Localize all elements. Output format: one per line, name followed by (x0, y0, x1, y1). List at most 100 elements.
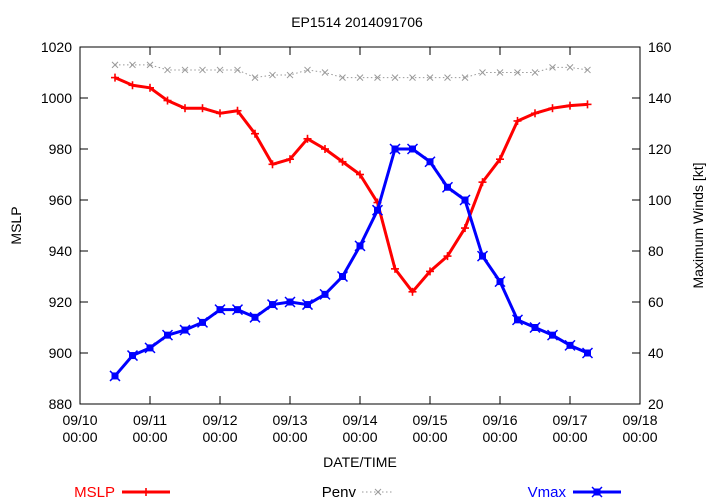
x-tick-label-time: 00:00 (342, 429, 377, 445)
data-point-penv (426, 74, 434, 81)
legend-label: Penv (322, 484, 357, 500)
data-point-mslp (198, 104, 207, 113)
series-penv (111, 61, 591, 81)
series-layer (109, 61, 594, 382)
data-point-mslp (583, 100, 592, 109)
y-tick-label: 900 (49, 345, 73, 361)
data-point-penv (164, 66, 171, 74)
data-point-penv (234, 66, 241, 74)
data-point-penv (549, 64, 556, 71)
data-point-vmax (406, 143, 419, 155)
y-tick-label: 980 (49, 141, 73, 157)
data-point-vmax (494, 276, 506, 288)
y-tick-label: 880 (49, 396, 73, 412)
x-tick-label-time: 00:00 (272, 429, 307, 445)
data-point-penv (356, 74, 364, 81)
data-point-penv (339, 74, 346, 81)
data-point-mslp (391, 264, 399, 273)
data-point-penv (444, 74, 451, 81)
y2-tick-label: 120 (648, 141, 672, 157)
data-point-vmax (161, 329, 174, 341)
data-point-penv (584, 66, 591, 74)
y-tick-label: 960 (49, 192, 73, 208)
x-tick-label-date: 09/17 (552, 412, 587, 428)
data-point-penv (181, 66, 189, 74)
y2-tick-label: 60 (648, 294, 664, 310)
x-tick-label-date: 09/11 (133, 412, 167, 428)
data-point-penv (129, 61, 136, 69)
data-point-vmax (109, 370, 121, 382)
data-point-mslp (443, 252, 452, 261)
legend-item-penv: Penv (322, 484, 394, 500)
data-point-mslp (478, 178, 487, 187)
chart-title: EP1514 2014091706 (291, 14, 423, 30)
y2-tick-label: 160 (648, 39, 672, 55)
data-point-mslp (233, 106, 242, 115)
data-point-mslp (128, 81, 137, 90)
y2-axis-label: Maximum Winds [kt] (690, 162, 706, 288)
data-point-mslp (338, 157, 347, 166)
data-point-penv (514, 69, 521, 76)
data-point-mslp (513, 116, 522, 125)
x-tick-label-date: 09/13 (272, 412, 307, 428)
legend-label: Vmax (528, 484, 567, 500)
data-point-vmax (354, 240, 366, 252)
data-point-vmax (126, 350, 139, 362)
data-point-mslp (356, 170, 364, 179)
y2-axis-ticks: 20 40 60 80 100 120 140 160 (648, 39, 672, 412)
data-point-vmax (546, 329, 559, 341)
data-point-penv (111, 61, 119, 69)
series-line-vmax (113, 147, 589, 377)
data-point-mslp (548, 104, 557, 113)
y2-tick-label: 140 (648, 90, 672, 106)
data-point-penv (461, 74, 469, 81)
data-point-vmax (389, 143, 401, 155)
x-tick-label-date: 09/16 (482, 412, 517, 428)
data-point-mslp (216, 109, 224, 118)
data-point-vmax (144, 342, 156, 354)
x-axis-ticks: 09/1000:0009/1100:0009/1200:0009/1300:00… (62, 47, 658, 445)
data-point-mslp (251, 129, 259, 138)
legend-marker (591, 486, 603, 498)
legend: MSLP Penv Vmax (74, 484, 621, 500)
data-point-penv (374, 74, 381, 81)
data-point-vmax (214, 304, 226, 316)
series-line-mslp (114, 76, 588, 294)
data-point-mslp (566, 101, 574, 110)
legend-marker (142, 488, 150, 496)
y-axis-ticks: 880 900 920 940 960 980 1000 1020 (41, 39, 640, 412)
x-tick-label-date: 09/18 (622, 412, 657, 428)
data-point-penv (251, 74, 259, 81)
data-point-penv (269, 71, 276, 79)
x-tick-label-date: 09/10 (62, 412, 97, 428)
y-tick-label: 1000 (41, 90, 72, 106)
data-point-mslp (496, 155, 504, 164)
x-tick-label-time: 00:00 (202, 429, 237, 445)
data-point-penv (321, 69, 329, 76)
data-point-vmax (179, 324, 191, 336)
data-point-vmax (424, 156, 436, 168)
data-point-vmax (319, 288, 331, 300)
data-point-penv (391, 74, 399, 81)
data-point-penv (146, 61, 154, 69)
x-tick-label-date: 09/12 (202, 412, 237, 428)
data-point-penv (216, 66, 224, 74)
data-point-penv (286, 71, 294, 79)
x-axis-label: DATE/TIME (323, 454, 397, 470)
data-point-vmax (231, 304, 244, 316)
data-point-vmax (284, 296, 296, 308)
legend-marker (374, 488, 382, 496)
data-point-vmax (196, 316, 209, 328)
data-point-mslp (146, 83, 154, 92)
data-point-vmax (441, 181, 454, 193)
data-point-vmax (266, 299, 279, 311)
series-vmax (109, 143, 594, 382)
data-point-vmax (511, 314, 524, 326)
data-point-mslp (163, 96, 172, 105)
data-point-penv (496, 69, 504, 76)
data-point-penv (304, 66, 311, 74)
data-point-vmax (336, 270, 349, 283)
y-tick-label: 1020 (41, 39, 72, 55)
x-tick-label-time: 00:00 (132, 429, 167, 445)
